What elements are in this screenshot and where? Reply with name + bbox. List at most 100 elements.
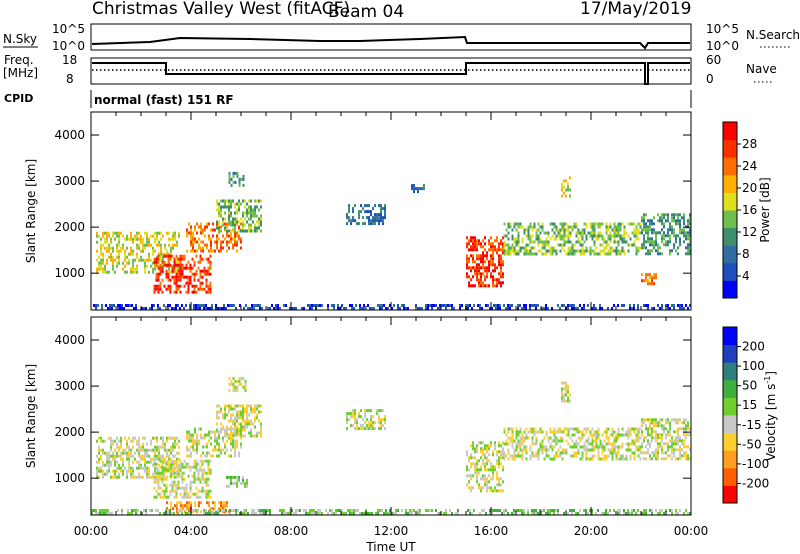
data-cell [474, 450, 476, 454]
data-cell [611, 246, 614, 250]
data-cell [208, 439, 210, 443]
data-cell [509, 439, 512, 443]
data-cell [683, 451, 685, 455]
data-cell [234, 240, 236, 244]
data-cell [478, 486, 480, 490]
data-cell [647, 427, 649, 431]
data-cell [234, 379, 237, 383]
data-cell [621, 442, 624, 446]
data-cell [529, 454, 532, 458]
data-cell [144, 463, 146, 467]
data-cell [502, 480, 504, 484]
data-cell [154, 264, 156, 268]
data-cell [252, 208, 254, 212]
data-cell [197, 489, 200, 493]
data-cell [409, 512, 411, 515]
data-cell [100, 267, 102, 271]
data-cell [575, 249, 578, 253]
data-cell [485, 512, 487, 515]
data-cell [136, 231, 138, 235]
data-cell [633, 231, 636, 235]
data-cell [449, 509, 451, 512]
data-cell [671, 439, 673, 443]
data-cell [547, 240, 550, 244]
data-cell [601, 445, 604, 449]
data-cell [607, 439, 610, 443]
data-cell [645, 231, 647, 235]
data-cell [133, 509, 135, 512]
data-cell [120, 246, 122, 250]
data-cell [186, 249, 188, 253]
data-cell [130, 234, 132, 238]
data-cell [472, 456, 474, 460]
data-cell [627, 442, 630, 446]
data-cell [476, 459, 478, 463]
data-cell [687, 512, 689, 515]
data-cell [615, 436, 618, 440]
data-cell [200, 246, 202, 250]
data-cell [319, 304, 321, 307]
data-cell [199, 307, 201, 310]
data-cell [547, 249, 550, 253]
data-cell [425, 307, 427, 310]
data-cell [559, 249, 562, 253]
data-cell [500, 242, 502, 246]
data-cell [468, 275, 470, 279]
colorbar-tick-label: 4 [742, 269, 750, 283]
data-cell [242, 404, 244, 408]
data-cell [382, 207, 384, 211]
colorbar-frame [722, 326, 738, 504]
data-cell [114, 448, 116, 452]
data-cell [168, 436, 170, 440]
data-cell [661, 222, 663, 226]
data-cell [567, 246, 570, 250]
data-cell [627, 249, 630, 253]
data-cell [539, 430, 542, 434]
data-cell [609, 249, 612, 253]
data-cell [382, 418, 384, 422]
data-cell [619, 457, 622, 461]
data-cell [220, 199, 222, 203]
data-cell [199, 477, 202, 481]
data-cell [535, 512, 537, 515]
data-cell [120, 436, 122, 440]
data-cell [451, 307, 453, 310]
data-cell [439, 304, 441, 307]
data-cell [651, 512, 653, 515]
data-cell [216, 448, 218, 452]
data-cell [541, 439, 544, 443]
data-cell [354, 204, 356, 208]
data-cell [146, 243, 148, 247]
data-cell [135, 512, 137, 515]
data-cell [181, 486, 184, 490]
data-cell [130, 448, 132, 452]
data-cell [108, 246, 110, 250]
data-cell [99, 512, 101, 515]
data-cell [232, 199, 234, 203]
data-cell [358, 427, 360, 431]
data-cell [348, 216, 350, 220]
data-cell [230, 431, 232, 435]
data-cell [496, 281, 498, 285]
data-cell [511, 243, 514, 247]
data-cell [480, 266, 482, 270]
data-cell [573, 222, 576, 226]
data-cell [174, 436, 176, 440]
data-cell [537, 512, 539, 515]
data-cell [100, 439, 102, 443]
data-cell [232, 217, 234, 221]
data-cell [561, 225, 564, 229]
data-cell [102, 463, 104, 467]
data-cell [683, 439, 685, 443]
data-cell [591, 234, 594, 238]
data-cell [216, 202, 218, 206]
data-cell [643, 243, 645, 247]
data-cell [201, 471, 204, 475]
data-cell [156, 448, 158, 452]
data-cell [220, 243, 222, 247]
data-cell [661, 445, 663, 449]
data-cell [106, 472, 108, 476]
data-cell [507, 430, 510, 434]
data-cell [474, 245, 476, 249]
data-cell [162, 454, 164, 458]
